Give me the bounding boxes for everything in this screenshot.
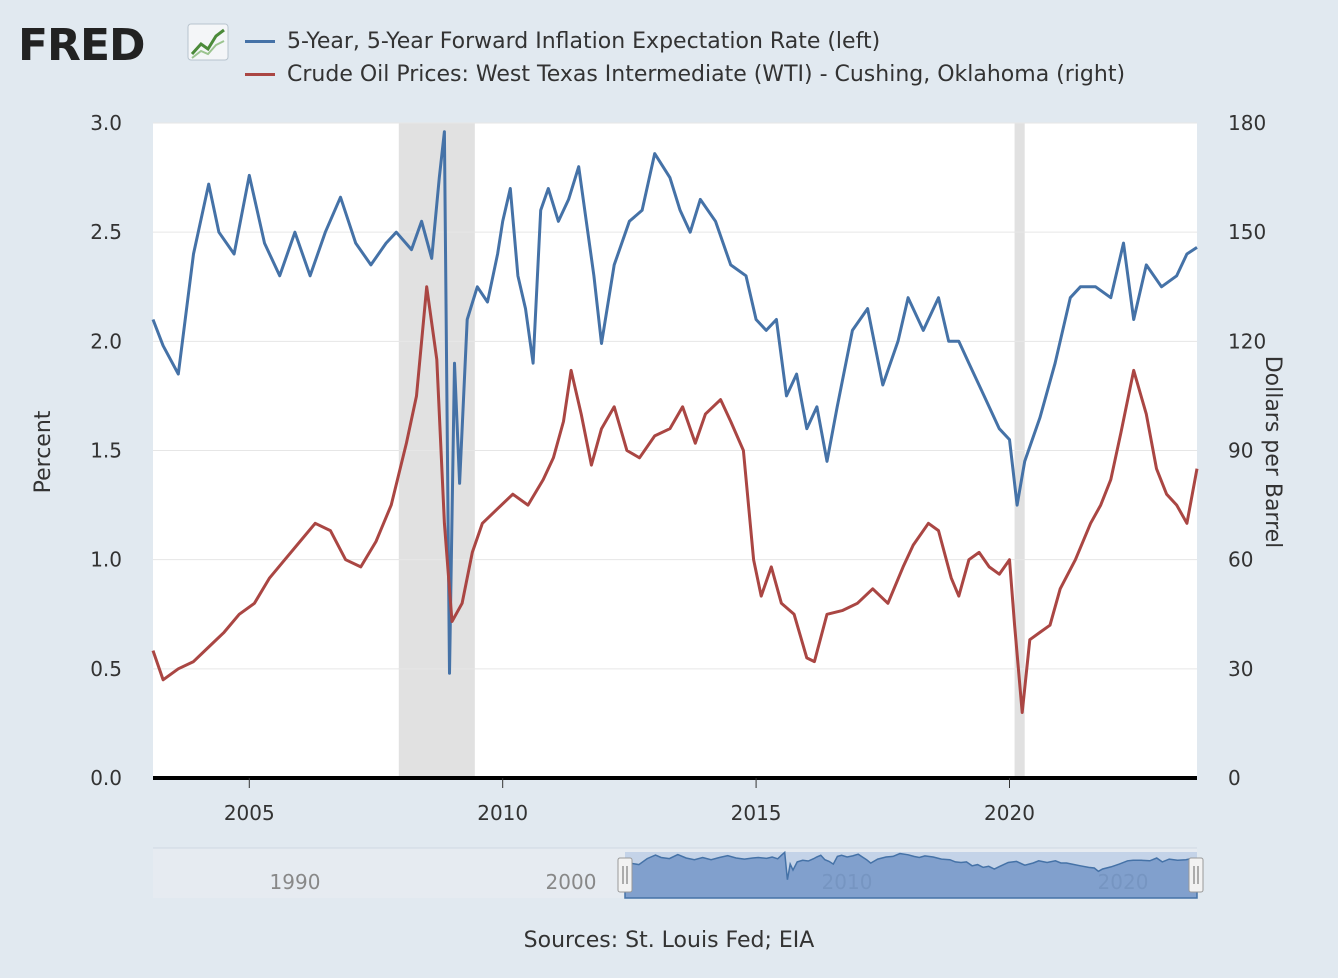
chart-trend-icon: [187, 23, 229, 61]
left-tick-label: 0.0: [90, 766, 122, 790]
legend-item-series1[interactable]: 5-Year, 5-Year Forward Inflation Expecta…: [245, 26, 880, 56]
legend-swatch-series2: [245, 72, 275, 76]
left-tick-label: 1.5: [90, 439, 122, 463]
right-tick-label: 30: [1228, 657, 1253, 681]
x-tick-label: 2015: [731, 801, 782, 825]
legend-item-series2[interactable]: Crude Oil Prices: West Texas Intermediat…: [245, 59, 1125, 89]
right-tick-label: 0: [1228, 766, 1241, 790]
left-axis-ticks: 0.0 0.5 1.0 1.5 2.0 2.5 3.0: [90, 111, 122, 790]
right-tick-label: 180: [1228, 111, 1266, 135]
right-tick-label: 120: [1228, 329, 1266, 353]
right-axis-title: Dollars per Barrel: [1260, 356, 1285, 549]
right-tick-label: 90: [1228, 439, 1253, 463]
left-tick-label: 1.0: [90, 548, 122, 572]
navigator-right-handle[interactable]: [1188, 857, 1204, 893]
navigator[interactable]: 1990200020102020: [153, 847, 1204, 899]
left-tick-label: 0.5: [90, 657, 122, 681]
left-tick-label: 3.0: [90, 111, 122, 135]
right-tick-label: 150: [1228, 220, 1266, 244]
left-tick-label: 2.5: [90, 220, 122, 244]
right-tick-label: 60: [1228, 548, 1253, 572]
legend-swatch-series1: [245, 39, 275, 43]
navigator-series-area: [624, 850, 1198, 899]
fred-logo[interactable]: FRED: [18, 18, 238, 68]
navigator-left-handle[interactable]: [617, 857, 633, 893]
sources-note: Sources: St. Louis Fed; EIA: [523, 928, 815, 953]
x-axis-ticks: 2005 2010 2015 2020: [224, 778, 1035, 825]
navigator-label: 2000: [546, 870, 597, 894]
fred-logo-text: FRED: [18, 20, 145, 68]
left-axis-title: Percent: [31, 410, 56, 493]
legend-label-series2: Crude Oil Prices: West Texas Intermediat…: [287, 61, 1126, 87]
left-tick-label: 2.0: [90, 329, 122, 353]
x-tick-label: 2005: [224, 801, 275, 825]
right-axis-ticks: 0 30 60 90 120 150 180: [1228, 111, 1266, 790]
navigator-label: 1990: [270, 870, 321, 894]
x-tick-label: 2010: [477, 801, 528, 825]
series-lines[interactable]: [151, 130, 1199, 714]
legend-label-series1: 5-Year, 5-Year Forward Inflation Expecta…: [287, 28, 881, 54]
gridlines: [153, 122, 1197, 670]
x-tick-label: 2020: [984, 801, 1035, 825]
series-line-2[interactable]: [151, 285, 1199, 714]
series-line-1[interactable]: [151, 130, 1198, 675]
